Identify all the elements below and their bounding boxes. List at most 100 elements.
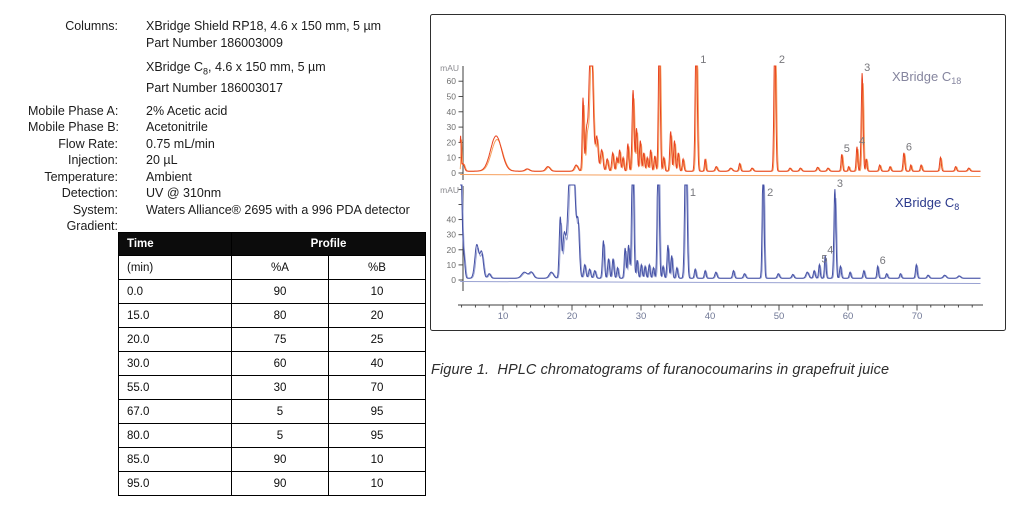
info-label: Gradient: [66, 219, 118, 233]
peak-number-label: 6 [880, 255, 886, 267]
info-label: Mobile Phase B: [28, 120, 120, 134]
trace-name-label: XBridge C18 [892, 69, 961, 86]
peak-number-label: 3 [864, 62, 870, 74]
x-tick-label: 70 [912, 311, 923, 322]
peak-number-label: 2 [767, 187, 773, 199]
y-tick-label: 60 [447, 76, 457, 86]
cell-time: 80.0 [118, 423, 232, 448]
table-row: 30.0 60 40 [118, 351, 426, 376]
info-label [28, 59, 118, 97]
info-row: Injection: 20 µL [28, 152, 410, 169]
cell-percent: 30 [231, 375, 329, 400]
table-row: 85.0 90 10 [118, 447, 426, 472]
cell-time: 95.0 [118, 471, 232, 496]
cell-percent: 95 [328, 423, 426, 448]
info-label: Mobile Phase A: [28, 103, 119, 118]
table-row: 20.0 75 25 [118, 327, 426, 352]
y-tick-label: 0 [451, 168, 456, 178]
cell-percent: 90 [231, 447, 329, 472]
y-axis-unit-label: mAU [440, 63, 459, 73]
table-row: 15.0 80 20 [118, 303, 426, 328]
figure-caption: Figure 1. HPLC chromatograms of furanoco… [431, 362, 890, 378]
gradient-table: Time Profile (min) %A %B 0.0 90 10 15.0 80 20… [118, 232, 426, 496]
table-row: 55.0 30 70 [118, 375, 426, 400]
info-value: Ambient [146, 169, 192, 184]
table-header-row: Time Profile [118, 232, 426, 256]
subheader-pct-a: %A [231, 255, 329, 280]
y-tick-label: 10 [447, 260, 457, 270]
cell-percent: 80 [231, 303, 329, 328]
info-row: Mobile Phase B: Acetonitrile [28, 119, 410, 136]
y-axis-unit-label: mAU [440, 185, 459, 195]
main-trace [459, 65, 981, 172]
x-tick-label: 50 [774, 311, 785, 322]
peak-number-label: 6 [906, 142, 912, 154]
y-tick-label: 0 [451, 275, 456, 285]
cell-time: 30.0 [118, 351, 232, 376]
info-value: Acetonitrile [146, 120, 208, 134]
peak-number-label: 1 [690, 187, 696, 199]
header-profile: Profile [231, 232, 426, 256]
cell-percent: 5 [231, 399, 329, 424]
peak-number-label: 5 [844, 143, 850, 155]
cell-time: 85.0 [118, 447, 232, 472]
info-row: Flow Rate: 0.75 mL/min [28, 136, 410, 153]
cell-time: 67.0 [118, 399, 232, 424]
x-tick-label: 10 [498, 311, 509, 322]
baseline-trace [460, 281, 981, 284]
peak-number-label: 5 [821, 253, 827, 265]
table-row: 80.0 5 95 [118, 423, 426, 448]
figure-panel: 10 20 30 40 50 60 70 0 10 20 30 40 50 60 mAU XBridge C1… [430, 14, 1006, 331]
cell-time: 55.0 [118, 375, 232, 400]
cell-percent: 10 [328, 471, 426, 496]
cell-percent: 5 [231, 423, 329, 448]
table-row: 95.0 90 10 [118, 471, 426, 496]
y-tick-label: 40 [447, 215, 457, 225]
table-subheader-row: (min) %A %B [118, 255, 426, 280]
info-row: Mobile Phase A: 2% Acetic acid [28, 103, 410, 120]
info-row: XBridge C8, 4.6 x 150 mm, 5 µm Part Numbe… [28, 59, 410, 97]
main-trace [460, 184, 981, 279]
y-tick-label: 20 [447, 245, 457, 255]
cell-percent: 10 [328, 447, 426, 472]
table-row: 67.0 5 95 [118, 399, 426, 424]
method-conditions: Columns: XBridge Shield RP18, 4.6 x 150 m… [28, 18, 410, 235]
peak-number-label: 2 [779, 54, 785, 66]
info-value: 2% Acetic acid [146, 103, 228, 118]
info-label: Columns: [65, 19, 118, 33]
info-value: Waters Alliance® 2695 with a 996 PDA det… [146, 202, 410, 217]
info-value: 20 µL [146, 153, 178, 167]
x-tick-label: 30 [636, 311, 647, 322]
info-row: Gradient: [28, 218, 410, 235]
y-tick-label: 50 [447, 92, 457, 102]
cell-time: 0.0 [118, 279, 232, 304]
y-tick-label: 30 [447, 230, 457, 240]
info-row: Detection: UV @ 310nm [28, 185, 410, 202]
cell-percent: 90 [231, 279, 329, 304]
cell-percent: 75 [231, 327, 329, 352]
subheader-pct-b: %B [328, 255, 426, 280]
info-label: Detection: [61, 186, 118, 200]
x-tick-label: 40 [705, 311, 716, 322]
peak-number-label: 1 [700, 54, 706, 66]
y-tick-label: 40 [447, 107, 457, 117]
info-value: XBridge C8, 4.6 x 150 mm, 5 µm Part Numbe… [146, 60, 326, 95]
cell-percent: 40 [328, 351, 426, 376]
info-row: Columns: XBridge Shield RP18, 4.6 x 150 m… [28, 18, 410, 51]
info-label: System: [72, 202, 118, 217]
cell-percent: 95 [328, 399, 426, 424]
x-tick-label: 60 [843, 311, 854, 322]
cell-percent: 20 [328, 303, 426, 328]
cell-time: 20.0 [118, 327, 232, 352]
info-value: UV @ 310nm [146, 186, 222, 200]
figure-border [430, 14, 1006, 331]
trace-name-label: XBridge C8 [895, 195, 959, 212]
cell-percent: 70 [328, 375, 426, 400]
cell-percent: 25 [328, 327, 426, 352]
peak-number-label: 3 [837, 178, 843, 190]
y-tick-label: 10 [447, 153, 457, 163]
cell-percent: 60 [231, 351, 329, 376]
info-label: Injection: [67, 153, 118, 167]
